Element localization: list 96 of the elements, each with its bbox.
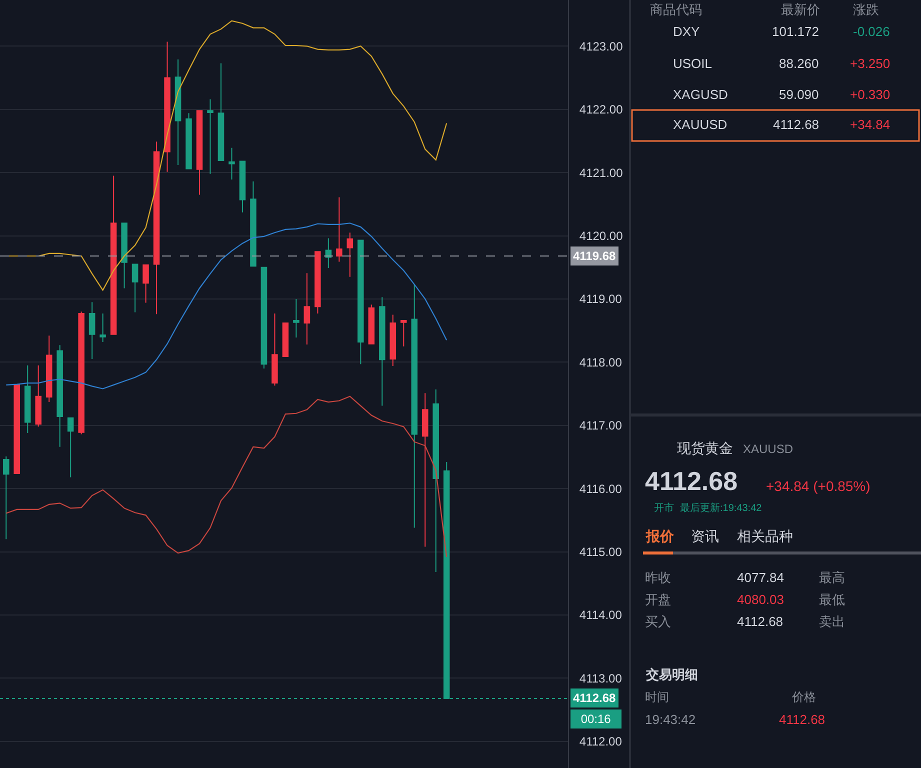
candlestick bbox=[174, 58, 182, 166]
candlestick bbox=[432, 388, 439, 573]
candlestick bbox=[411, 284, 418, 528]
candlestick bbox=[422, 392, 428, 548]
text: 最新价 bbox=[781, 2, 820, 17]
y-tick-label: 4120.00 bbox=[579, 228, 624, 243]
candlestick bbox=[293, 298, 300, 338]
y-tick-label: 4119.00 bbox=[579, 292, 622, 306]
candlestick bbox=[379, 296, 386, 406]
y-tick-label: 4121.00 bbox=[579, 166, 624, 180]
candlestick bbox=[121, 222, 128, 289]
candlestick bbox=[250, 180, 256, 267]
text: 时间 bbox=[645, 690, 669, 704]
text: 资讯 bbox=[691, 528, 719, 544]
text: 交易明细 bbox=[645, 667, 698, 682]
text: 4080.03 bbox=[737, 592, 784, 607]
candlestick bbox=[24, 364, 31, 434]
text: 59.090 bbox=[779, 87, 819, 102]
text: 报价 bbox=[645, 528, 675, 544]
candlestick bbox=[110, 175, 117, 335]
candlestick bbox=[282, 322, 289, 357]
text: 价格 bbox=[791, 690, 816, 704]
candlestick bbox=[132, 264, 138, 313]
text: 4077.84 bbox=[737, 570, 784, 585]
text: DXY bbox=[673, 24, 700, 39]
candlestick bbox=[325, 238, 332, 269]
candlestick bbox=[207, 98, 214, 174]
ref-line-label: 4112.68 bbox=[573, 691, 616, 705]
text: 88.260 bbox=[779, 56, 819, 71]
candlestick bbox=[88, 302, 96, 360]
y-tick-label: 4118.00 bbox=[579, 355, 622, 370]
text: 4112.68 bbox=[737, 614, 784, 629]
candlestick bbox=[196, 110, 203, 196]
text: 101.172 bbox=[772, 24, 819, 39]
candlestick bbox=[336, 196, 342, 262]
line-series bbox=[6, 222, 448, 390]
y-tick-label: 4123.00 bbox=[579, 39, 624, 54]
candlestick bbox=[186, 112, 192, 170]
text: -0.026 bbox=[853, 24, 890, 39]
text: 卖出 bbox=[819, 614, 845, 629]
text: 最高 bbox=[819, 570, 845, 585]
y-tick-label: 4122.00 bbox=[579, 102, 624, 117]
candlestick bbox=[346, 232, 354, 278]
text: 开市 bbox=[654, 502, 674, 514]
text: 最后更新:19:43:42 bbox=[680, 502, 762, 514]
y-tick-label: 4114.00 bbox=[579, 608, 622, 622]
candlestick bbox=[46, 335, 52, 403]
candlestick bbox=[164, 41, 170, 172]
candlestick bbox=[368, 304, 375, 344]
text: 商品代码 bbox=[650, 2, 702, 17]
candlestick bbox=[2, 456, 10, 540]
text: 买入 bbox=[645, 614, 671, 629]
text: XAUUSD bbox=[743, 442, 794, 456]
text: 现货黄金 bbox=[677, 440, 733, 456]
text: 4112.68 bbox=[773, 117, 820, 132]
candlestick bbox=[390, 314, 396, 366]
y-tick-label: 4116.00 bbox=[579, 482, 622, 496]
text: XAUUSD bbox=[673, 117, 728, 132]
candlestick bbox=[228, 147, 235, 180]
text: 19:43:42 bbox=[645, 712, 696, 727]
candlestick bbox=[272, 313, 278, 386]
candlestick bbox=[56, 344, 63, 448]
text: 昨收 bbox=[645, 570, 671, 585]
y-tick-label: 4117.00 bbox=[579, 418, 622, 433]
candlestick bbox=[78, 311, 84, 435]
candlestick bbox=[358, 240, 364, 365]
y-tick-label: 4115.00 bbox=[579, 545, 622, 560]
y-tick-label: 4112.00 bbox=[579, 734, 622, 749]
y-tick-label: 4113.00 bbox=[579, 671, 622, 686]
candlestick bbox=[100, 313, 106, 342]
candlestick bbox=[218, 62, 224, 162]
candlestick bbox=[304, 272, 310, 345]
candlestick bbox=[153, 141, 160, 315]
candlestick bbox=[260, 266, 268, 370]
text: 4112.68 bbox=[779, 712, 826, 727]
text: 涨跌 bbox=[853, 2, 879, 17]
candlestick bbox=[14, 384, 20, 474]
text: 最低 bbox=[819, 592, 845, 607]
text: +0.330 bbox=[850, 87, 890, 102]
candlestick bbox=[239, 160, 246, 213]
text: +34.84 (+0.85%) bbox=[766, 478, 870, 494]
text: XAGUSD bbox=[673, 87, 728, 102]
candlestick bbox=[67, 417, 74, 478]
text: 相关品种 bbox=[737, 528, 793, 544]
text: +3.250 bbox=[850, 56, 890, 71]
candlestick bbox=[400, 320, 407, 347]
candlestick bbox=[142, 264, 149, 304]
text: 4112.68 bbox=[645, 466, 738, 496]
ref-line-label: 4119.68 bbox=[573, 249, 616, 263]
line-series bbox=[6, 396, 448, 558]
text: USOIL bbox=[673, 56, 712, 71]
text: 开盘 bbox=[645, 592, 671, 607]
text: +34.84 bbox=[850, 117, 890, 132]
candlestick bbox=[35, 364, 42, 428]
text: 00:16 bbox=[580, 712, 612, 726]
candlestick bbox=[314, 251, 321, 314]
